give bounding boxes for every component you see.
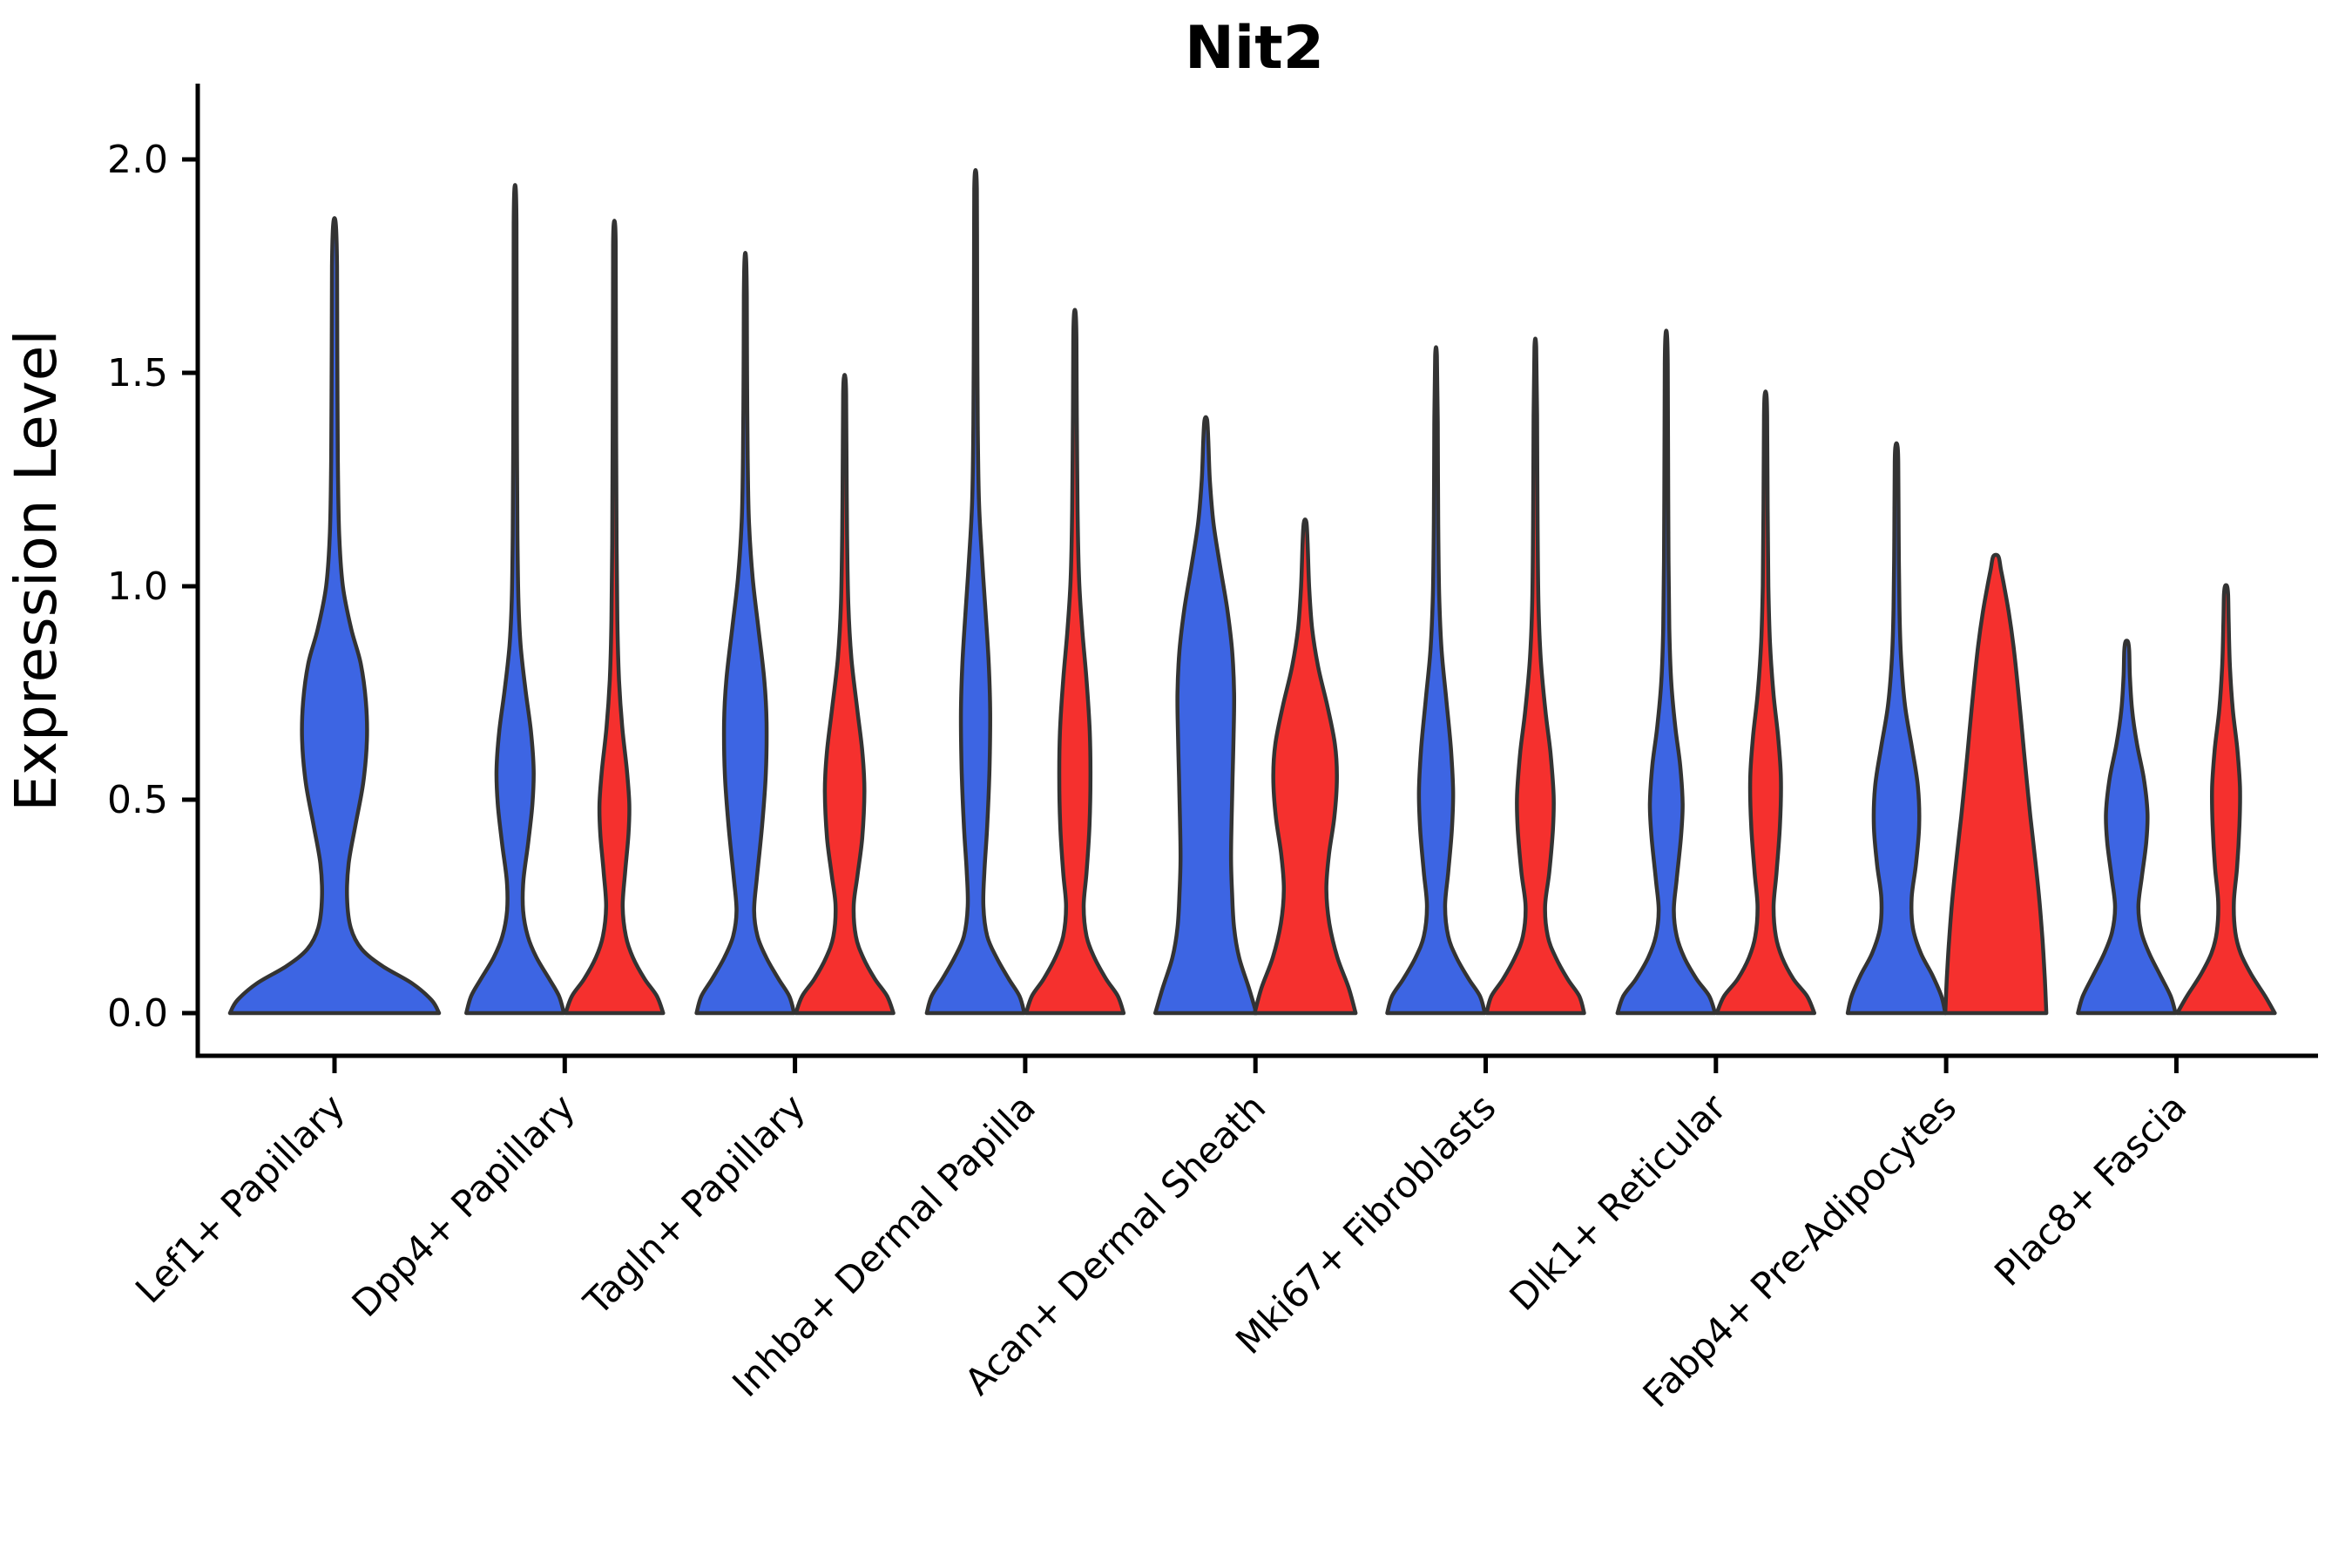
chart-title: Nit2 xyxy=(1185,14,1324,83)
violin-mki67-fibroblasts-blue xyxy=(1385,345,1487,1016)
violin-mki67-fibroblasts-red xyxy=(1484,336,1586,1016)
violin-inhba-dermal-papilla-blue xyxy=(924,167,1027,1016)
violins-layer xyxy=(227,167,2277,1016)
violin-plac8-fascia-red xyxy=(2175,583,2277,1016)
violin-lef1-papillary-blue xyxy=(227,216,442,1016)
y-tick-label: 0.5 xyxy=(107,778,168,822)
x-tick-label-plac8-fascia: Plac8+ Fascia xyxy=(1986,1085,2194,1294)
violin-acan-dermal-sheath-blue xyxy=(1152,415,1259,1016)
violin-dpp4-papillary-blue xyxy=(464,183,566,1016)
y-axis-ticks: 0.0 0.5 1.0 1.5 2.0 xyxy=(107,138,198,1036)
violin-acan-dermal-sheath-red xyxy=(1252,517,1358,1016)
violin-plac8-fascia-blue xyxy=(2076,639,2178,1016)
x-tick-label-dlk1-reticular: Dlk1+ Reticular xyxy=(1501,1085,1734,1319)
violin-tagln-papillary-blue xyxy=(694,250,796,1016)
violin-fabp4-pre-adipocytes-blue xyxy=(1845,441,1948,1016)
y-tick-label: 1.5 xyxy=(107,351,168,395)
x-tick-label-lef1-papillary: Lef1+ Papillary xyxy=(127,1085,353,1311)
violin-dlk1-reticular-blue xyxy=(1615,328,1718,1016)
violin-dlk1-reticular-red xyxy=(1714,389,1817,1016)
x-tick-label-tagln-papillary: Tagln+ Papillary xyxy=(575,1085,813,1323)
violin-tagln-papillary-red xyxy=(794,373,896,1016)
y-tick-label: 0.0 xyxy=(107,991,168,1036)
y-tick-label: 2.0 xyxy=(107,138,168,182)
x-tick-label-dpp4-papillary: Dpp4+ Papillary xyxy=(344,1085,584,1325)
violin-inhba-dermal-papilla-red xyxy=(1024,308,1126,1016)
violin-dpp4-papillary-red xyxy=(564,219,666,1016)
violin-fabp4-pre-adipocytes-red xyxy=(1943,552,2049,1016)
x-tick-label-mki67-fibroblasts: Mki67+ Fibroblasts xyxy=(1227,1085,1504,1362)
y-tick-label: 1.0 xyxy=(107,564,168,609)
y-axis-label: Expression Level xyxy=(3,329,70,811)
